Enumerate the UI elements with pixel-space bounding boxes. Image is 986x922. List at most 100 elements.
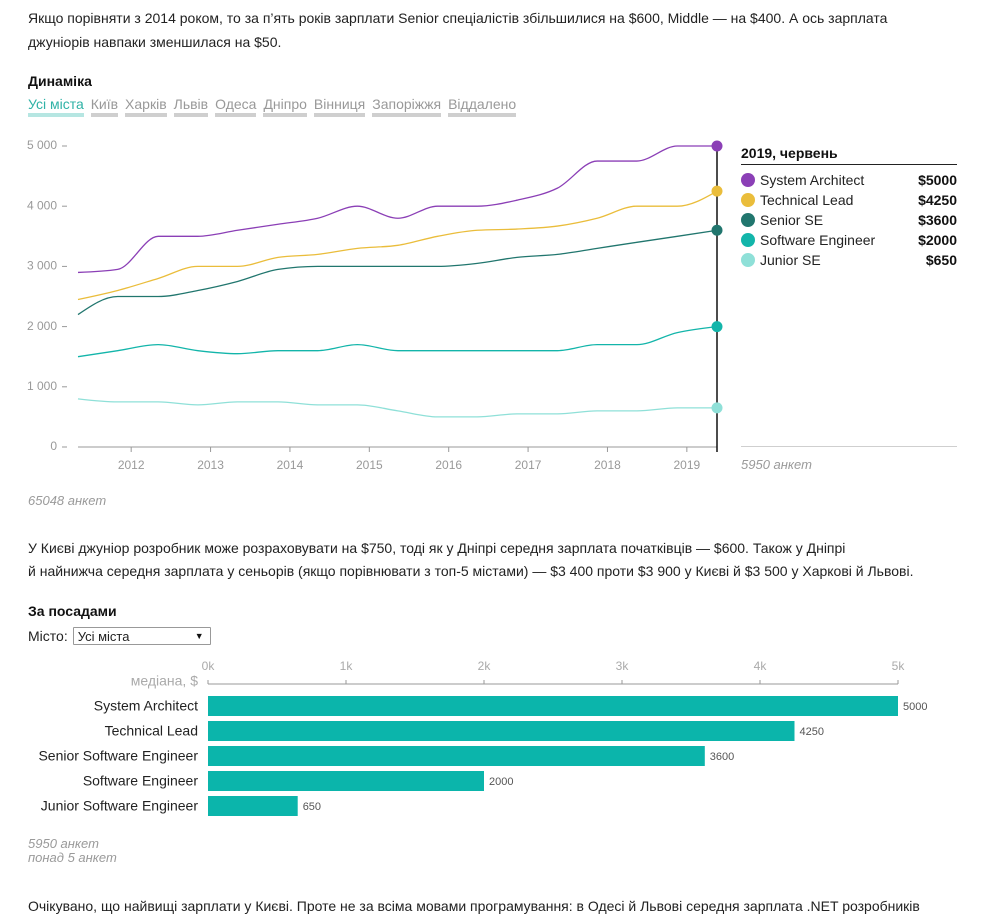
intro-line: джуніорів навпаки зменшилася на $50. [28,34,282,50]
y-tick-label: 2 000 [27,319,57,333]
tab-zaporizhzhia[interactable]: Запоріжжя [372,95,442,117]
city-filter: Місто: Усі міста ▼ [28,627,211,645]
cities-line: й найнижча середня зарплата у сеньорів (… [28,563,914,579]
bar-row: Technical Lead 4250 [105,721,824,741]
tab-remote[interactable]: Віддалено [448,95,517,117]
legend-dot-icon [741,173,755,187]
legend-item-technical-lead: Technical Lead $4250 [741,190,957,210]
city-tabs: Усі міста Київ Харків Львів Одеса Дніпро… [28,95,517,117]
x-tick-label: 0k [202,659,216,673]
x-tick-label: 1k [340,659,354,673]
positions-footnotes: 5950 анкет понад 5 анкет [28,837,117,865]
series-end-point [711,185,723,197]
series-system-architect [77,140,723,274]
tab-kyiv[interactable]: Київ [90,95,119,117]
x-tick-label: 2013 [197,458,224,472]
bar-row: System Architect 5000 [94,696,927,716]
positions-respondents: 5950 анкет [28,836,99,851]
tab-dnipro[interactable]: Дніпро [263,95,307,117]
bar-category-label: Senior Software Engineer [38,748,198,764]
positions-bar-chart: 0k 1k 2k 3k 4k 5k медіана, $ System Architect 50… [38,659,927,816]
legend-title: 2019, червень [741,142,957,165]
legend-items: System Architect $5000 Technical Lead $4… [741,170,957,270]
legend-dot-icon [741,193,755,207]
x-tick-label: 2018 [594,458,621,472]
legend-divider [741,446,957,447]
y-tick-label: 0 [50,439,57,453]
bar-value-label: 2000 [489,776,513,788]
chart-legend: 2019, червень System Architect $5000 Tec… [741,142,957,270]
bar-row: Software Engineer 2000 [83,771,513,791]
bar [208,746,705,766]
tab-lviv[interactable]: Львів [173,95,209,117]
tab-odesa[interactable]: Одеса [215,95,257,117]
city-label: Місто: [28,628,68,644]
series-line [77,398,717,418]
tab-vinnytsia[interactable]: Вінниця [313,95,366,117]
tab-kharkiv[interactable]: Харків [125,95,167,117]
x-axis: 0k 1k 2k 3k 4k 5k [202,659,906,685]
series-end-point [711,224,723,236]
bar [208,721,795,741]
y-tick-label: 3 000 [27,259,57,273]
positions-title: За посадами [28,603,117,619]
dynamics-title: Динаміка [28,73,92,89]
series-end-point [711,140,723,152]
languages-paragraph: Очікувано, що найвищі зарплати у Києві. … [28,895,920,918]
x-tick-label: 3k [616,659,630,673]
x-tick-label: 5k [892,659,906,673]
legend-dot-icon [741,233,755,247]
legend-label: Software Engineer [760,232,876,248]
x-tick-label: 2017 [515,458,542,472]
x-tick-label: 4k [754,659,768,673]
bar-row: Senior Software Engineer 3600 [38,746,734,766]
series-end-point [711,402,723,414]
languages-line: Очікувано, що найвищі зарплати у Києві. … [28,898,920,914]
x-tick-label: 2019 [673,458,700,472]
series-end-point [711,321,723,333]
tab-all-cities[interactable]: Усі міста [28,95,84,117]
x-axis: 2012 2013 2014 2015 2016 2017 2018 2019 [78,446,717,472]
legend-label: Senior SE [760,212,824,228]
dynamics-respondents: 65048 анкет [28,493,107,508]
legend-value: $2000 [918,232,957,248]
intro-paragraph: Якщо порівняти з 2014 роком, то за п’ять… [28,6,887,54]
series-junior-se [77,398,723,418]
bar-category-label: Junior Software Engineer [41,798,199,814]
legend-label: System Architect [760,172,865,188]
series-line [77,325,718,358]
legend-dot-icon [741,253,755,267]
legend-value: $4250 [918,192,957,208]
cities-paragraph: У Києві джуніор розробник може розрахову… [28,537,913,583]
series-line [77,229,718,316]
legend-item-junior-se: Junior SE $650 [741,250,957,270]
bar-category-label: System Architect [94,698,198,714]
legend-item-software-engineer: Software Engineer $2000 [741,230,957,250]
y-tick-label: 1 000 [27,379,57,393]
series-senior-se [77,224,723,316]
legend-respondents: 5950 анкет [741,457,812,472]
bar-value-label: 3600 [710,751,734,763]
bar-row: Junior Software Engineer 650 [41,796,321,816]
bar-category-label: Technical Lead [105,723,198,739]
x-tick-label: 2014 [277,458,304,472]
x-tick-label: 2k [478,659,492,673]
legend-dot-icon [741,213,755,227]
bar [208,796,298,816]
y-axis: 0 1 000 2 000 3 000 4 000 5 000 [27,138,67,453]
legend-value: $5000 [918,172,957,188]
x-axis-label: медіана, $ [131,673,198,689]
series-line [77,145,717,274]
city-select[interactable]: Усі міста ▼ [72,627,211,645]
bar [208,696,898,716]
series-line [77,190,718,301]
bar-value-label: 650 [303,801,321,813]
bar-category-label: Software Engineer [83,773,199,789]
bar-value-label: 5000 [903,701,927,713]
legend-label: Technical Lead [760,192,854,208]
series-software-engineer [77,321,723,358]
legend-item-senior-se: Senior SE $3600 [741,210,957,230]
legend-value: $3600 [918,212,957,228]
bar-value-label: 4250 [800,726,824,738]
